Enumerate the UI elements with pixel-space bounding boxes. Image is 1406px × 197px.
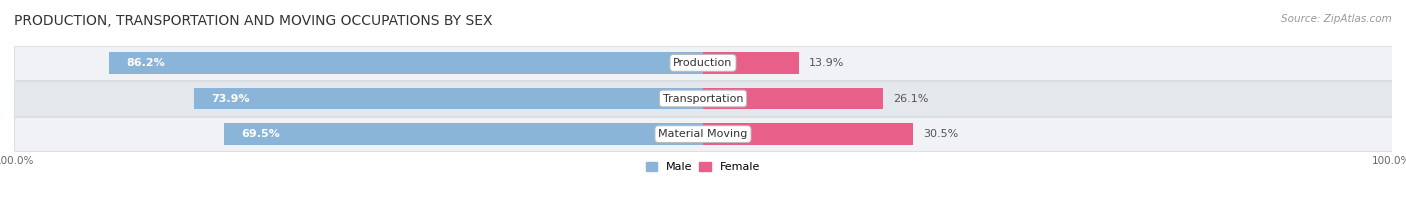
Text: Production: Production [673,58,733,68]
Bar [703,123,912,145]
Text: 69.5%: 69.5% [242,129,280,139]
Bar [194,88,703,109]
Text: 26.1%: 26.1% [893,94,928,103]
Text: Transportation: Transportation [662,94,744,103]
Bar [224,123,703,145]
Text: 13.9%: 13.9% [808,58,845,68]
Bar [14,117,1392,151]
Bar [14,81,1392,116]
Text: Source: ZipAtlas.com: Source: ZipAtlas.com [1281,14,1392,24]
Legend: Male, Female: Male, Female [647,162,759,172]
Text: 30.5%: 30.5% [924,129,959,139]
Bar [703,52,799,74]
Bar [703,88,883,109]
Text: 86.2%: 86.2% [127,58,165,68]
Text: Material Moving: Material Moving [658,129,748,139]
Bar [14,46,1392,80]
Text: 73.9%: 73.9% [211,94,250,103]
Text: PRODUCTION, TRANSPORTATION AND MOVING OCCUPATIONS BY SEX: PRODUCTION, TRANSPORTATION AND MOVING OC… [14,14,492,28]
Bar [110,52,703,74]
